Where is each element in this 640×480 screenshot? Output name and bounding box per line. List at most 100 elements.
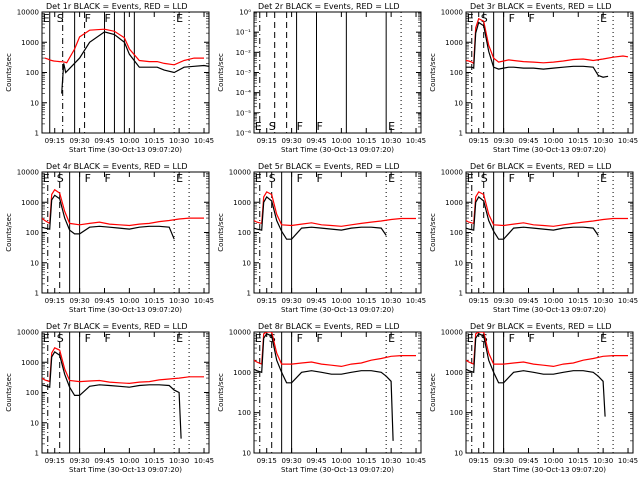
event-letter: E (388, 332, 395, 345)
event-letter: F (316, 172, 322, 185)
y-tick-label: 10000 (17, 9, 39, 17)
y-tick-label: 1 (459, 130, 463, 138)
plot-frame (41, 171, 210, 294)
y-tick-label: 10⁻⁶ (236, 130, 252, 138)
y-tick-label: 1000 (233, 369, 251, 377)
y-tick-label: 10⁻⁴ (236, 89, 252, 97)
x-tick-label: 09:45 (94, 457, 114, 465)
x-axis-label: Start Time (30-Oct-13 09:07:20) (69, 146, 182, 154)
x-tick-label: 09:45 (518, 457, 538, 465)
y-tick-label: 1 (35, 290, 39, 298)
panel-det-8: Det 8r BLACK = Events, RED = LLD 10 100 100… (217, 322, 426, 474)
event-letter: S (269, 172, 276, 185)
panel-det-3: Det 3r BLACK = Events, RED = LLD 1 10 100 10… (429, 2, 638, 154)
y-tick-label: 10000 (229, 329, 251, 337)
y-tick-label: 100 (450, 409, 463, 417)
lld-series-line (466, 332, 628, 368)
y-axis-label: Counts/sec (429, 53, 437, 92)
x-tick-label: 09:15 (45, 137, 65, 145)
event-letter: E (600, 332, 607, 345)
x-tick-label: 10:45 (194, 137, 214, 145)
event-letter: F (509, 12, 515, 25)
x-tick-label: 09:15 (257, 137, 277, 145)
panel-det-6: Det 6r BLACK = Events, RED = LLD 1 10 100 10… (429, 162, 638, 314)
event-letter: F (297, 172, 303, 185)
event-letter: S (57, 172, 64, 185)
x-tick-label: 10:00 (543, 297, 563, 305)
event-letter: F (104, 332, 110, 345)
x-tick-label: 10:00 (331, 137, 351, 145)
y-tick-label: 10 (30, 259, 39, 267)
x-tick-label: 10:30 (169, 297, 189, 305)
event-letter: F (528, 172, 534, 185)
x-tick-label: 09:15 (45, 457, 65, 465)
plot-frame (465, 331, 634, 454)
y-tick-label: 1000 (445, 39, 463, 47)
x-tick-label: 10:00 (543, 137, 563, 145)
plot-frame (465, 171, 634, 294)
panel-det-4: Det 4r BLACK = Events, RED = LLD 1 10 100 10… (5, 162, 214, 314)
x-tick-label: 10:30 (169, 457, 189, 465)
event-letter: F (316, 332, 322, 345)
x-tick-label: 10:15 (144, 457, 164, 465)
x-tick-label: 09:45 (306, 137, 326, 145)
y-tick-label: 1000 (21, 359, 39, 367)
x-tick-label: 10:30 (593, 457, 613, 465)
x-tick-label: 10:30 (381, 137, 401, 145)
x-tick-label: 10:00 (119, 137, 139, 145)
y-axis-label: Counts/sec (429, 373, 437, 412)
x-tick-label: 09:30 (494, 137, 514, 145)
event-letter: E (467, 332, 474, 345)
event-letter: E (43, 332, 50, 345)
event-letter: E (467, 12, 474, 25)
y-tick-label: 100 (26, 69, 39, 77)
y-tick-label: 100 (26, 389, 39, 397)
event-letter: F (85, 12, 91, 25)
y-axis-label: Counts/sec (429, 213, 437, 252)
event-letter: E (388, 172, 395, 185)
lld-series-line (254, 332, 416, 368)
y-tick-label: 10 (242, 450, 251, 458)
x-tick-label: 09:45 (306, 297, 326, 305)
panel-title: Det 2r BLACK = Events, RED = LLD (258, 2, 400, 11)
x-tick-label: 10:30 (593, 137, 613, 145)
x-tick-label: 09:15 (257, 457, 277, 465)
lld-series-line (466, 191, 628, 227)
x-tick-label: 10:15 (356, 297, 376, 305)
y-tick-label: 1000 (21, 39, 39, 47)
x-tick-label: 10:15 (356, 137, 376, 145)
x-tick-label: 10:15 (568, 457, 588, 465)
y-tick-label: 1000 (233, 199, 251, 207)
x-tick-label: 09:45 (94, 137, 114, 145)
event-letter: F (297, 332, 303, 345)
panel-title: Det 5r BLACK = Events, RED = LLD (258, 162, 400, 171)
y-axis-label: Counts/sec (5, 53, 13, 92)
y-tick-label: 10000 (17, 329, 39, 337)
events-series-line (466, 21, 609, 78)
x-tick-label: 09:30 (70, 297, 90, 305)
x-tick-label: 10:45 (194, 297, 214, 305)
y-axis-label: Counts/sec (217, 53, 225, 92)
y-tick-label: 10⁻⁵ (236, 109, 252, 117)
event-letter: E (600, 12, 607, 25)
panel-det-2: Det 2r BLACK = Events, RED = LLD 10⁻⁶ 10⁻⁵… (217, 2, 426, 154)
x-axis-label: Start Time (30-Oct-13 09:07:20) (281, 306, 394, 314)
event-letter: E (600, 172, 607, 185)
y-tick-label: 10⁻³ (236, 69, 252, 77)
y-tick-label: 10⁰ (239, 9, 251, 17)
events-series-line (466, 333, 606, 417)
x-tick-label: 09:15 (469, 137, 489, 145)
y-tick-label: 100 (238, 229, 251, 237)
panel-det-1: Det 1r BLACK = Events, RED = LLD 1 10 100 10… (5, 2, 214, 154)
event-letter: E (255, 332, 262, 345)
plot-frame (41, 331, 210, 454)
x-tick-label: 10:00 (119, 297, 139, 305)
events-series-line (61, 31, 209, 94)
plot-frame (465, 11, 634, 134)
event-letter: F (104, 172, 110, 185)
event-letter: S (481, 172, 488, 185)
y-tick-label: 10⁻² (236, 49, 252, 57)
y-tick-label: 1000 (445, 369, 463, 377)
event-letter: E (467, 172, 474, 185)
